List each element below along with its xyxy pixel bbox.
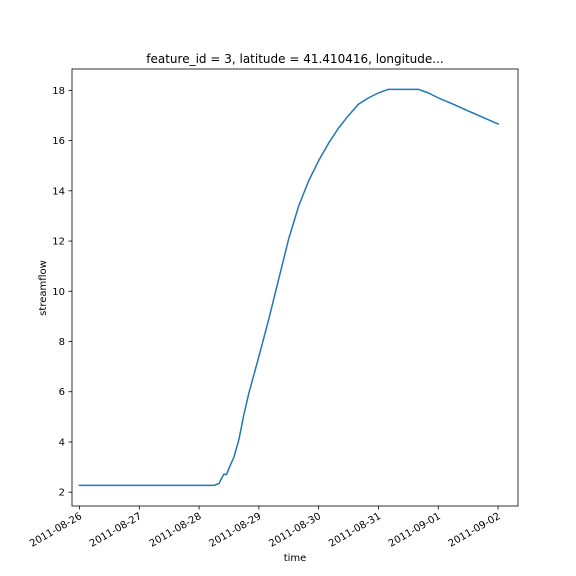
y-tick-label: 2 [59,488,65,499]
y-axis: 2 4 6 8 10 12 14 16 18 [52,86,72,499]
plot-frame [71,68,519,507]
y-tick-label: 16 [52,136,65,147]
chart-title: feature_id = 3, latitude = 41.410416, lo… [146,52,443,66]
y-tick-label: 10 [52,287,65,298]
y-tick-label: 8 [59,337,65,348]
y-tick-label: 14 [52,186,65,197]
streamflow-series-line [78,88,500,487]
x-axis-label: time [284,553,307,564]
y-tick-label: 18 [52,86,65,97]
plot-area [78,88,500,487]
y-tick-label: 12 [52,237,65,248]
y-tick-label: 6 [59,387,65,398]
y-axis-label: streamflow [38,260,49,316]
y-tick-label: 4 [59,437,65,448]
